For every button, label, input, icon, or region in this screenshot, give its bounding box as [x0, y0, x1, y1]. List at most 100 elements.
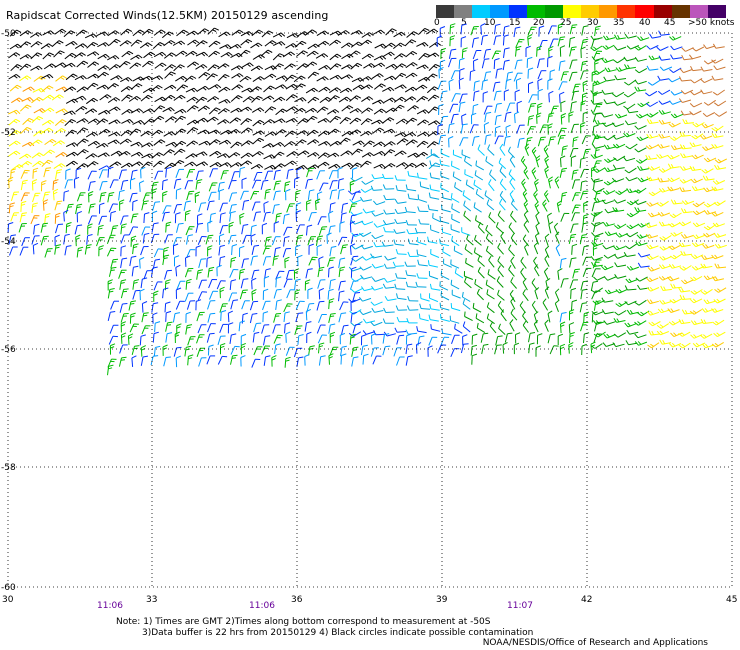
wind-barb	[372, 141, 386, 148]
wind-barb	[571, 179, 580, 189]
wind-barb	[383, 141, 396, 148]
wind-barb	[692, 122, 705, 128]
wind-barb	[385, 63, 398, 70]
wind-barb	[141, 153, 154, 159]
wind-barb	[55, 108, 68, 114]
wind-barb	[612, 143, 626, 149]
wind-barb	[327, 152, 340, 158]
wind-barb	[430, 248, 440, 258]
wind-barb	[418, 218, 430, 225]
wind-barb	[307, 189, 315, 200]
wind-barb	[252, 119, 265, 127]
wind-barb	[395, 305, 408, 311]
wind-barb	[251, 201, 261, 211]
wind-barb	[120, 321, 126, 333]
wind-barb	[341, 105, 354, 112]
wind-barb	[594, 119, 607, 125]
wind-barb	[129, 255, 137, 267]
wind-barb	[338, 266, 346, 278]
wind-barb	[657, 89, 671, 95]
wind-barb	[51, 40, 64, 47]
wind-barb	[10, 191, 20, 202]
wind-barb	[360, 187, 374, 193]
wind-barb	[626, 329, 639, 335]
wind-barb	[499, 190, 507, 203]
wind-barb	[634, 200, 647, 205]
wind-barb	[517, 137, 525, 149]
wind-barb	[107, 364, 114, 376]
wind-barb	[86, 234, 93, 245]
wind-barb	[485, 245, 494, 257]
wind-barb	[207, 344, 214, 356]
wind-barb	[197, 28, 210, 35]
wind-barb	[32, 167, 39, 179]
wind-barb	[240, 342, 246, 355]
lon-label: 45	[726, 595, 737, 605]
wind-barb	[307, 71, 320, 79]
wind-barb	[350, 233, 359, 245]
wind-barb	[238, 268, 246, 280]
wind-barb	[645, 101, 659, 107]
wind-barb	[580, 46, 586, 59]
wind-barb	[495, 335, 503, 346]
wind-barb	[428, 336, 438, 346]
wind-barb	[239, 289, 248, 300]
wind-barb	[591, 38, 600, 48]
wind-barb	[230, 345, 240, 355]
wind-barb	[450, 303, 461, 312]
wind-barb	[9, 84, 22, 92]
wind-barb	[669, 212, 682, 219]
note-line-2: 3)Data buffer is 22 hrs from 20150129 4)…	[142, 628, 534, 638]
wind-barb	[416, 342, 422, 354]
wind-barb	[515, 77, 522, 90]
wind-barb	[634, 341, 648, 346]
wind-barb	[711, 143, 724, 149]
wind-barb	[484, 134, 492, 145]
wind-barb	[500, 309, 507, 322]
wind-barb	[689, 298, 703, 304]
wind-barb	[262, 300, 271, 311]
wind-barb	[669, 35, 682, 41]
wind-barb	[419, 181, 430, 190]
wind-barb	[623, 56, 636, 62]
wind-barb	[297, 334, 304, 345]
wind-barb	[690, 275, 703, 282]
wind-barb	[612, 342, 625, 348]
wind-barb	[624, 64, 636, 70]
wind-barb	[30, 52, 43, 60]
wind-barb	[623, 132, 636, 138]
wind-barb	[394, 175, 406, 181]
wind-barb	[670, 231, 683, 237]
wind-barb	[272, 141, 285, 148]
wind-barb	[383, 194, 395, 201]
wind-barb	[373, 150, 386, 157]
wind-barb	[128, 95, 141, 102]
wind-barb	[64, 179, 73, 189]
wind-barb	[373, 223, 386, 228]
wind-barb	[154, 96, 167, 103]
wind-barb	[65, 203, 74, 214]
wind-barb	[536, 333, 543, 345]
wind-barb	[207, 220, 213, 233]
wind-barb	[528, 103, 537, 113]
wind-barb	[372, 355, 382, 365]
wind-barb	[547, 123, 553, 135]
wind-barb	[361, 334, 367, 346]
wind-barb	[219, 286, 225, 299]
wind-barb	[184, 161, 197, 167]
wind-barb	[614, 262, 627, 268]
wind-barb	[206, 256, 213, 268]
wind-barb	[20, 126, 32, 135]
wind-barb	[129, 62, 142, 69]
wind-barb	[108, 131, 121, 137]
wind-barb	[647, 212, 661, 218]
wind-barb	[667, 186, 680, 192]
wind-barb	[600, 112, 614, 118]
wind-barb	[513, 26, 521, 38]
wind-barb	[537, 88, 543, 101]
wind-barb	[251, 269, 260, 280]
wind-barb	[591, 70, 598, 82]
wind-barb	[44, 248, 53, 258]
wind-barb	[569, 148, 579, 158]
wind-barb	[20, 179, 28, 191]
